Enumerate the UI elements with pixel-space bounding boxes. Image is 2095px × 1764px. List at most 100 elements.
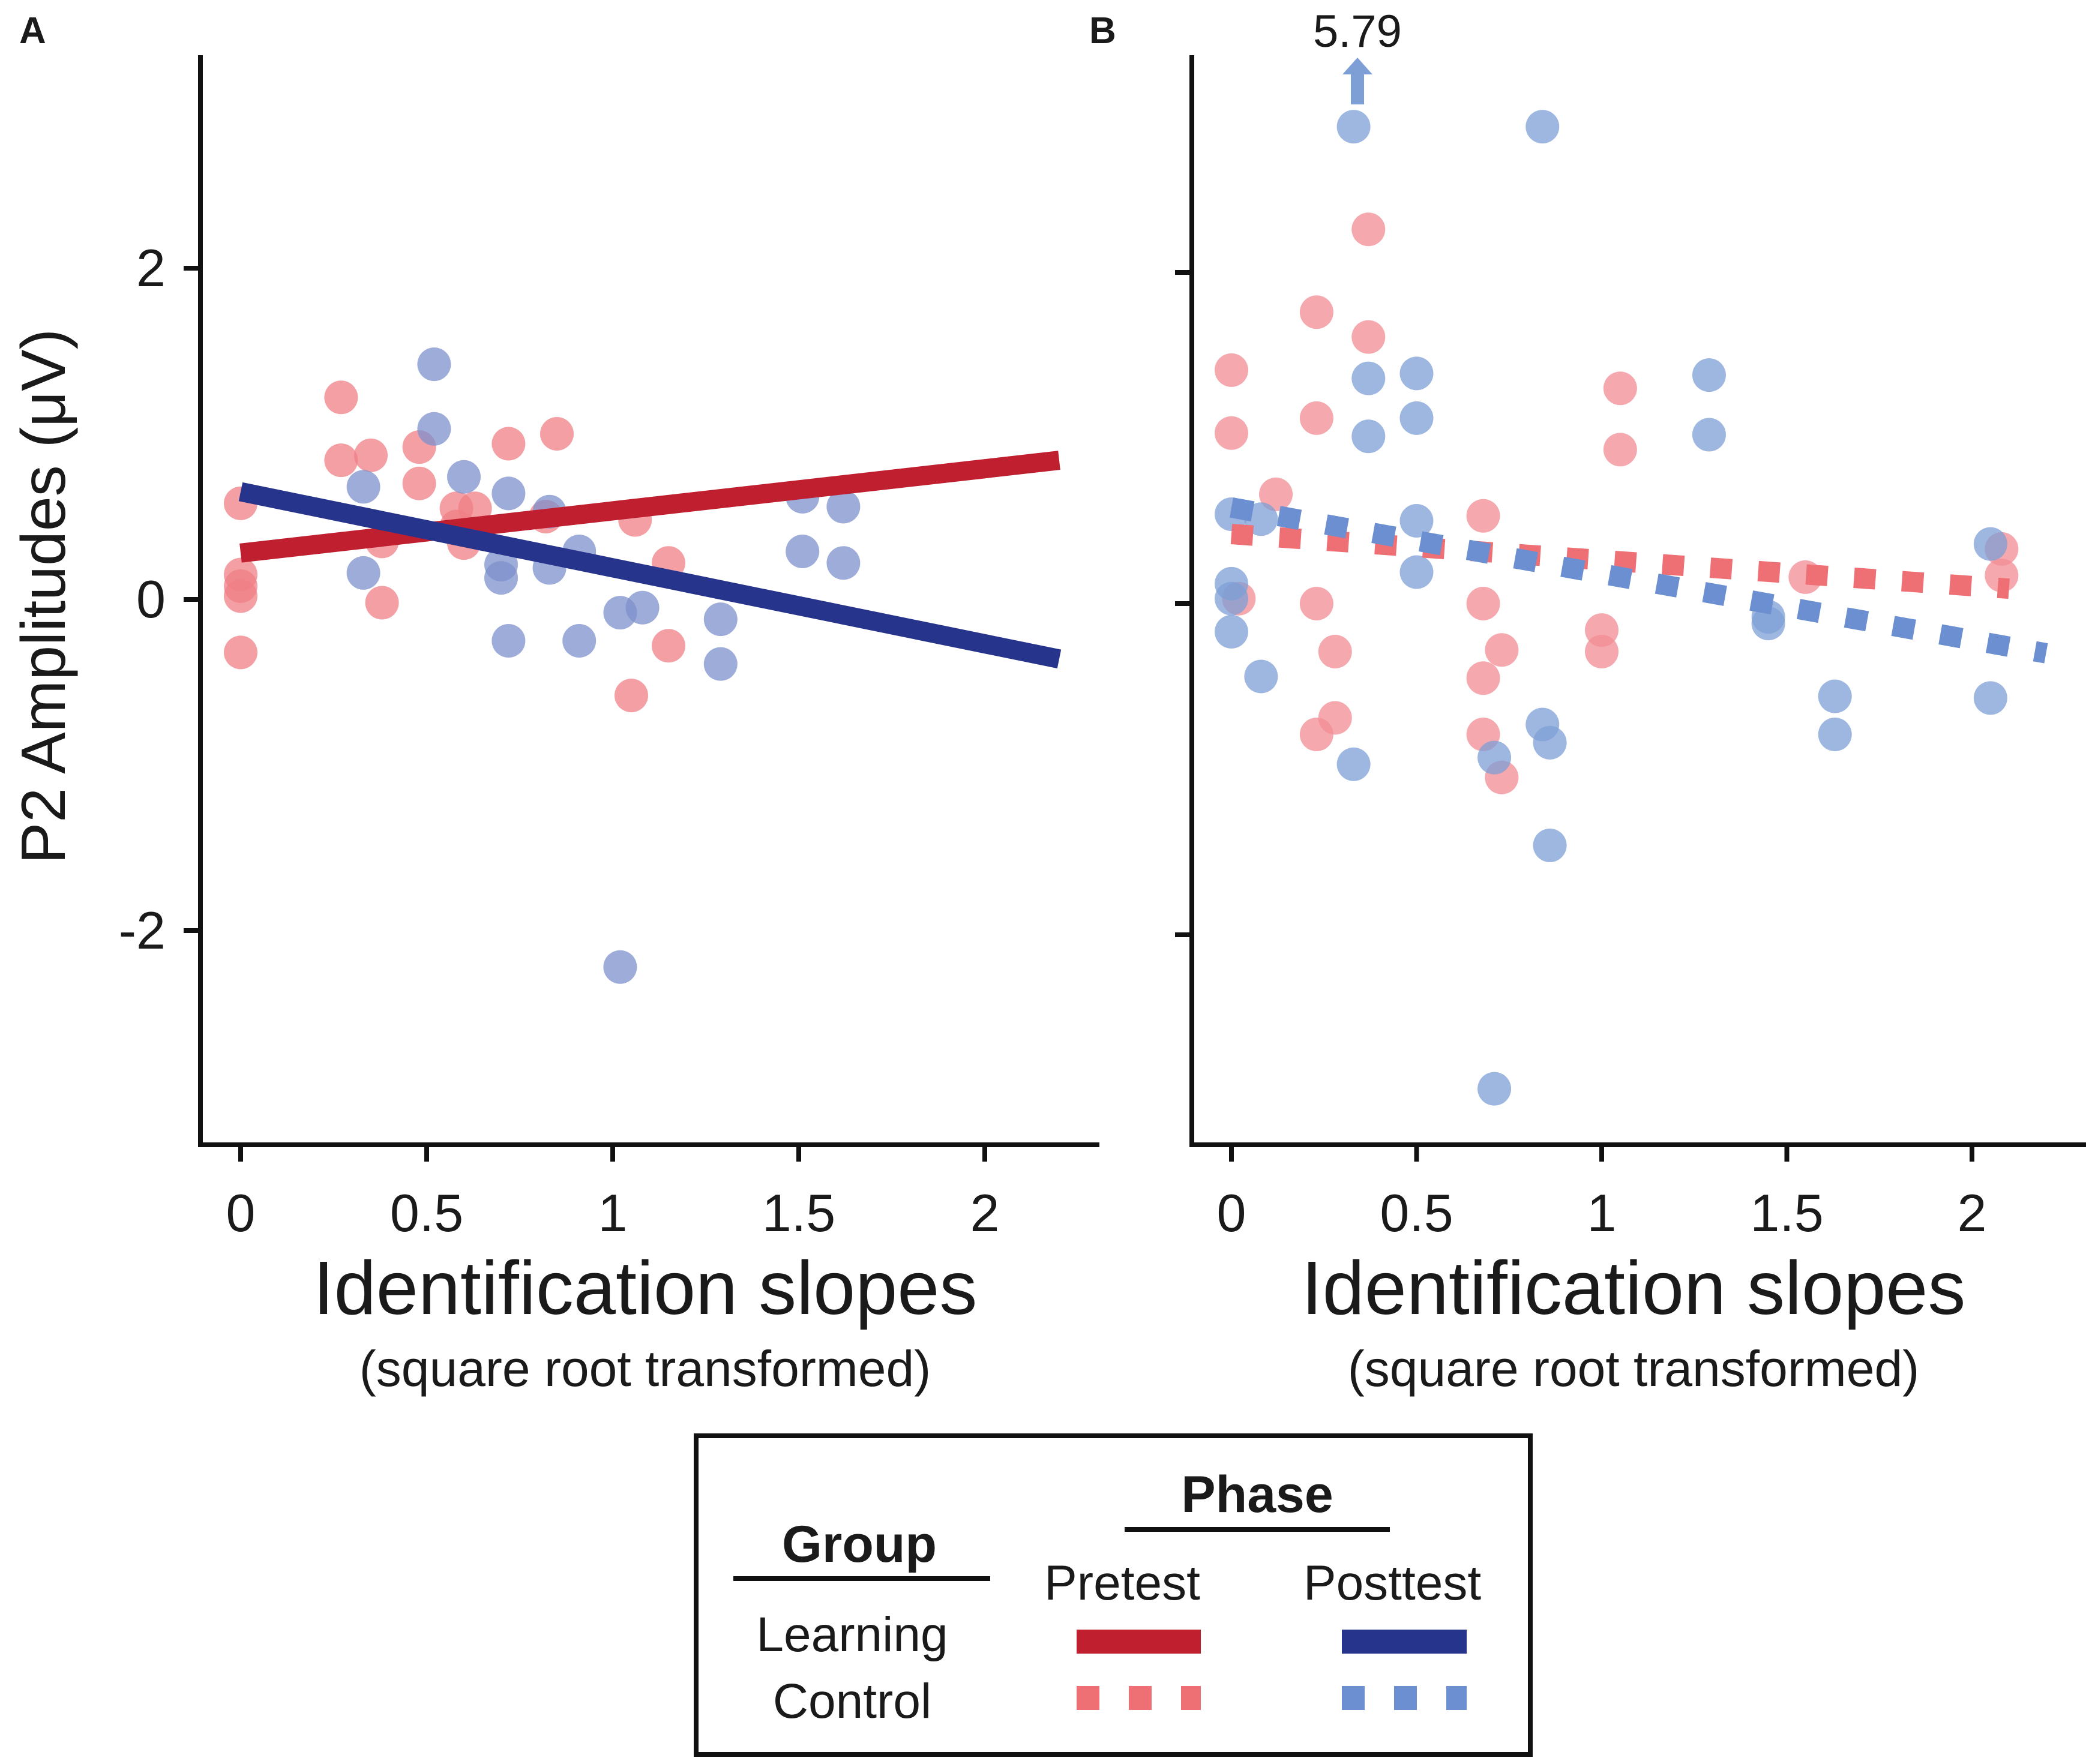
panel-a-x-ticks: 0 0.5 1 1.5 2 [226,1145,1000,1243]
control-pretest-point [1485,633,1519,667]
y-tick-label: -2 [119,901,166,960]
learning-pretest-point [652,629,685,663]
control-posttest-point [1215,614,1248,649]
learning-pretest-point [354,438,388,472]
learning-posttest-point [625,590,660,625]
control-posttest-point [1533,828,1567,862]
control-pretest-point [1466,587,1500,620]
x-tick-label: 1.5 [1750,1183,1823,1243]
panel-a-x-axis-label: Identification slopes [313,1246,978,1330]
learning-pretest-point [365,586,399,620]
x-tick-label: 2 [970,1183,1000,1243]
control-posttest-point [1244,659,1278,694]
x-tick-label: 0.5 [390,1183,463,1243]
panel-a: -2 0 2 0 0.5 1 1.5 2 Identification slopes (sq… [119,55,1099,1397]
x-tick-label: 1 [598,1183,628,1243]
legend-group-title: Group [782,1516,937,1573]
legend-box [694,1433,1533,1757]
learning-posttest-point [346,470,380,504]
panel-b-x-axis-sublabel: (square root transformed) [1348,1340,1919,1397]
learning-pretest-point [615,679,648,713]
control-pretest-point [1318,635,1352,669]
learning-posttest-point [603,950,637,984]
x-tick-label: 0 [1217,1183,1246,1243]
panel-a-y-ticks: -2 0 2 [119,238,200,960]
control-pretest-point [1585,635,1619,669]
learning-posttest-point [703,647,738,681]
learning-posttest-point [826,490,861,524]
panel-label-a: A [19,10,46,52]
legend-control-label: Control [773,1674,931,1729]
control-pretest-point [1351,212,1386,247]
panel-a-x-axis-sublabel: (square root transformed) [359,1340,931,1397]
control-pretest-point [1985,559,2019,593]
control-pretest-point [1603,433,1637,467]
offscale-annotation: 5.79 [1313,6,1402,104]
control-posttest-point [1336,747,1371,781]
learning-pretest-point [324,443,358,478]
offscale-annotation-label: 5.79 [1313,6,1402,57]
learning-posttest-point [786,534,820,568]
control-posttest-point [1973,527,2007,561]
offscale-arrow-shaft [1351,73,1364,104]
control-posttest-point [1692,418,1726,452]
x-tick-label: 1.5 [762,1183,835,1243]
x-tick-label: 0 [226,1183,256,1243]
control-posttest-point [1351,419,1386,454]
control-posttest-point [1818,679,1852,713]
x-tick-label: 0.5 [1380,1183,1453,1243]
control-posttest-point [1818,718,1852,752]
control-posttest-point [1973,681,2007,715]
learning-posttest-point [703,602,738,637]
control-pretest-point [1215,416,1248,450]
control-posttest-point [1399,356,1434,391]
x-tick-label: 1 [1587,1183,1617,1243]
control-pretest-point [1351,320,1386,354]
learning-pretest-point [491,427,526,461]
control-pretest-point [1318,701,1352,735]
panel-b: 0 0.5 1 1.5 2 Identification slopes (square … [1175,6,2086,1397]
learning-posttest-fit-line [238,482,1062,669]
panel-b-y-ticks [1175,270,1192,937]
control-posttest-point [1525,110,1560,144]
control-pretest-fit-line [1230,524,2010,599]
learning-pretest-point [540,417,574,451]
learning-pretest-point [224,579,257,613]
legend-posttest-label: Posttest [1303,1556,1481,1610]
learning-pretest-point [324,380,358,415]
learning-posttest-point [346,556,380,590]
offscale-arrow-head [1342,58,1372,74]
control-pretest-point [1466,499,1500,533]
learning-posttest-point [484,561,518,595]
legend: Phase Group Pretest Posttest Learning Co… [694,1433,1533,1757]
x-tick-label: 2 [1958,1183,1987,1243]
panel-b-x-axis-label: Identification slopes [1302,1246,1966,1330]
learning-pretest-fit-line [239,451,1060,563]
control-posttest-point [1751,607,1785,641]
control-posttest-point [1692,358,1726,392]
control-posttest-point [1477,740,1512,775]
learning-posttest-point [417,412,451,446]
control-posttest-point [1477,1072,1512,1106]
control-posttest-fit-line [1230,497,2048,664]
learning-pretest-point [402,466,436,500]
control-pretest-point [1259,477,1293,511]
control-posttest-point [1399,504,1434,538]
control-pretest-point [1215,353,1248,387]
control-pretest-point [1603,371,1637,406]
learning-posttest-point [826,546,861,580]
control-pretest-point [1299,295,1333,329]
learning-posttest-point [562,624,597,658]
control-posttest-point [1351,361,1386,395]
learning-pretest-point [224,635,257,670]
legend-learning-label: Learning [756,1607,948,1662]
learning-posttest-point [491,476,526,511]
y-axis-label: P2 Amplitudes (μV) [9,329,79,864]
panel-label-b: B [1089,10,1116,52]
control-posttest-point [1399,555,1434,589]
y-tick-label: 0 [136,569,166,629]
panel-b-x-ticks: 0 0.5 1 1.5 2 [1217,1145,1987,1243]
control-posttest-point [1336,110,1371,144]
control-posttest-point [1399,401,1434,435]
